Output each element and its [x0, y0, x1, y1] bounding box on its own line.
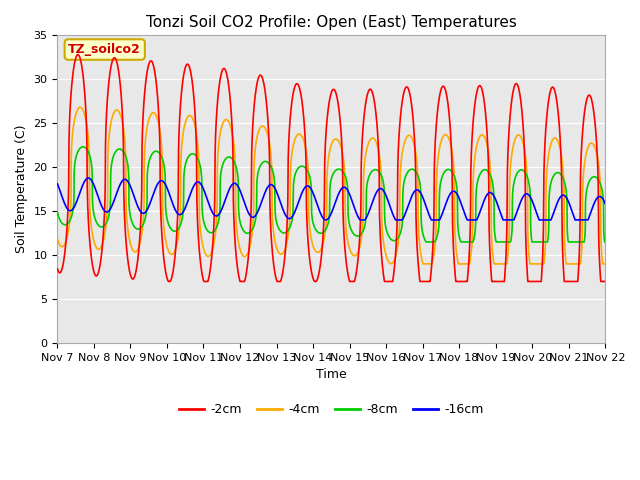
Legend: -2cm, -4cm, -8cm, -16cm: -2cm, -4cm, -8cm, -16cm	[174, 398, 488, 421]
Title: Tonzi Soil CO2 Profile: Open (East) Temperatures: Tonzi Soil CO2 Profile: Open (East) Temp…	[146, 15, 516, 30]
X-axis label: Time: Time	[316, 368, 347, 381]
Y-axis label: Soil Temperature (C): Soil Temperature (C)	[15, 125, 28, 253]
Text: TZ_soilco2: TZ_soilco2	[68, 43, 141, 56]
